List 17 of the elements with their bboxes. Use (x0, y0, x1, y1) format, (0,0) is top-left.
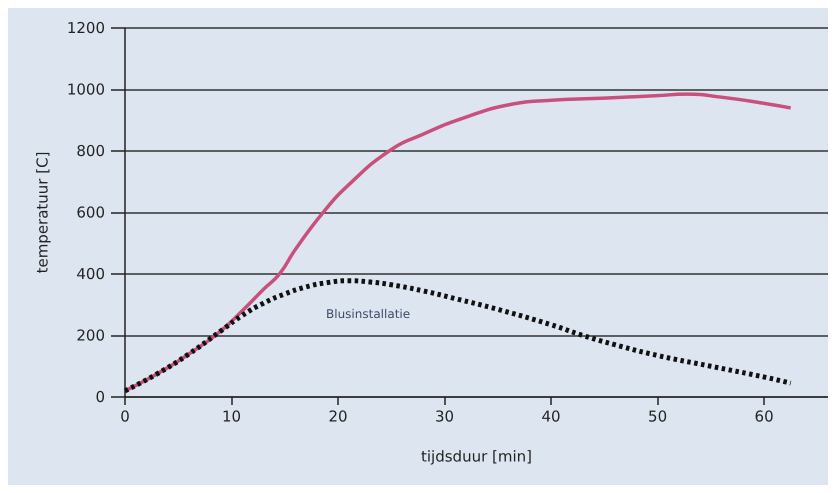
x-tick-label: 0 (120, 408, 130, 426)
y-axis-title: temperatuur [C] (34, 152, 52, 274)
y-tick-label: 200 (76, 326, 105, 344)
y-tick-label: 1000 (66, 80, 105, 98)
y-tick-label: 600 (76, 204, 105, 222)
x-tick-label: 60 (754, 408, 774, 426)
x-tick-label: 40 (542, 408, 561, 426)
x-tick-label: 10 (222, 408, 242, 426)
x-tick-label: 50 (648, 408, 668, 426)
y-tick-label: 400 (76, 265, 105, 283)
y-tick-label: 800 (76, 142, 105, 160)
y-tick-label: 1200 (66, 19, 105, 37)
x-axis-title: tijdsduur [min] (420, 448, 532, 466)
annotation: Blusinstallatie (326, 307, 410, 321)
x-tick-label: 20 (328, 408, 348, 426)
y-tick-label: 0 (95, 388, 105, 406)
x-tick-label: 30 (435, 408, 454, 426)
